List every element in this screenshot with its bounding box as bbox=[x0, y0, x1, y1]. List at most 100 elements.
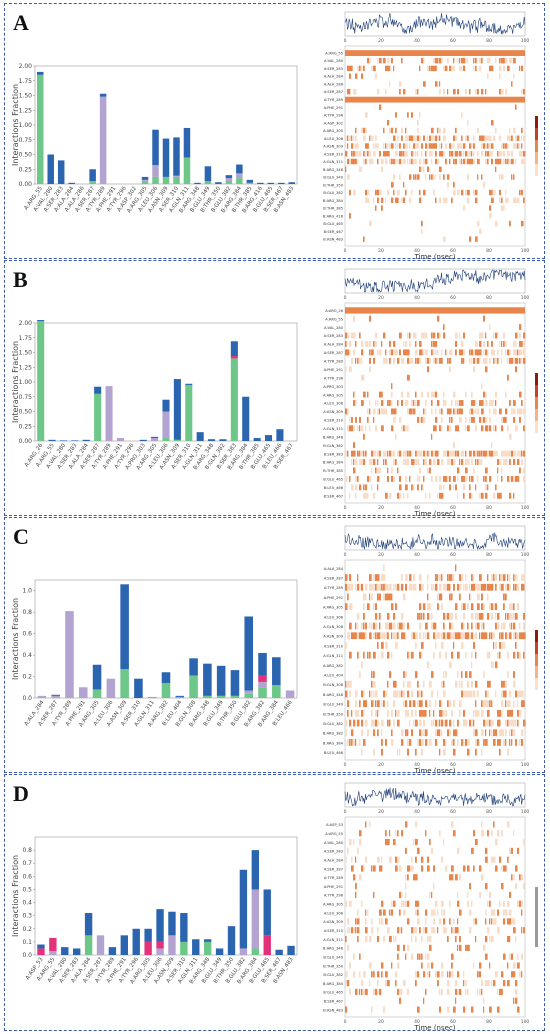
heatmap-cell bbox=[441, 574, 443, 581]
heatmap-cell bbox=[437, 690, 439, 698]
heatmap-cell bbox=[383, 357, 386, 364]
heatmap-cell bbox=[351, 927, 354, 934]
heatmap-cell bbox=[443, 65, 445, 72]
bar bbox=[216, 665, 226, 696]
heatmap-cell bbox=[429, 838, 431, 846]
heatmap-cell bbox=[385, 408, 388, 415]
heatmap-cell bbox=[477, 709, 480, 717]
y-tick-label: 0.3 bbox=[22, 913, 32, 920]
heatmap-cell bbox=[379, 57, 382, 64]
bar bbox=[105, 386, 113, 441]
heatmap-cell bbox=[429, 135, 432, 141]
heatmap-cell bbox=[451, 709, 453, 717]
heatmap-cell bbox=[403, 909, 406, 916]
heatmap-cell bbox=[399, 450, 402, 457]
bar bbox=[239, 948, 248, 955]
heatmap-cell bbox=[479, 962, 482, 969]
heatmap-cell bbox=[489, 900, 491, 907]
heatmap-cell bbox=[407, 135, 410, 141]
heatmap-cell bbox=[345, 680, 347, 688]
heatmap-cell bbox=[423, 709, 426, 717]
heatmap-cell bbox=[455, 400, 457, 406]
heatmap-cell bbox=[499, 189, 502, 196]
heatmap-cell bbox=[469, 357, 471, 364]
heatmap-cell bbox=[363, 433, 365, 440]
heatmap-cell bbox=[397, 622, 400, 630]
heatmap-cell bbox=[431, 671, 434, 678]
heatmap-cell bbox=[409, 158, 412, 165]
heatmap-cell bbox=[481, 603, 484, 611]
heatmap-cell bbox=[461, 671, 463, 678]
heatmap-cell bbox=[505, 739, 507, 746]
heatmap-cell bbox=[345, 583, 347, 591]
heatmap-cell bbox=[351, 450, 354, 457]
heatmap-cell bbox=[345, 980, 348, 987]
heatmap-cell bbox=[505, 719, 508, 727]
heatmap-cell bbox=[487, 583, 490, 591]
heatmap-cell bbox=[439, 918, 442, 925]
heatmap-cell bbox=[455, 127, 457, 134]
heatmap-cell bbox=[469, 883, 471, 890]
time-tick-label: 100 bbox=[521, 505, 530, 511]
heatmap-cell bbox=[511, 729, 513, 737]
bar bbox=[37, 320, 45, 322]
time-axis-label: Time (nsec) bbox=[413, 253, 455, 261]
heatmap-cell bbox=[383, 151, 386, 157]
heatmap-cell bbox=[489, 408, 491, 415]
heatmap-cell bbox=[521, 189, 524, 196]
heatmap-cell bbox=[455, 408, 458, 415]
heatmap-cell bbox=[433, 719, 435, 727]
heatmap-cell bbox=[491, 830, 493, 837]
heatmap-cell bbox=[349, 65, 352, 72]
heatmap-cell bbox=[477, 603, 480, 611]
heatmap-cell bbox=[499, 459, 502, 465]
heatmap-cell bbox=[383, 632, 386, 640]
heatmap-cell bbox=[421, 583, 424, 591]
heatmap-cell bbox=[485, 918, 487, 925]
heatmap-cell bbox=[409, 357, 412, 364]
heatmap-cell bbox=[361, 341, 364, 347]
heatmap-cell bbox=[463, 622, 465, 630]
heatmap-row-label: A:GLN_311 bbox=[323, 427, 343, 431]
heatmap-cell bbox=[465, 88, 467, 95]
heatmap-cell bbox=[497, 988, 499, 996]
heatmap-cell bbox=[485, 349, 488, 356]
heatmap-cell bbox=[463, 450, 465, 457]
heatmap-cell bbox=[407, 450, 409, 457]
heatmap-cell bbox=[429, 467, 431, 474]
heatmap-cell bbox=[423, 997, 425, 1004]
heatmap-cell bbox=[441, 680, 444, 688]
heatmap-cell bbox=[453, 748, 456, 756]
heatmap-cell bbox=[361, 622, 363, 630]
heatmap-cell bbox=[347, 944, 350, 951]
bar bbox=[251, 948, 260, 955]
heatmap-cell bbox=[431, 690, 434, 698]
heatmap-cell bbox=[485, 847, 488, 854]
heatmap-cell bbox=[501, 197, 503, 204]
heatmap-row-label: A:VAL_280 bbox=[324, 59, 344, 63]
heatmap-row-label: A:LEU_404 bbox=[324, 673, 344, 677]
heatmap-cell bbox=[453, 632, 456, 640]
heatmap-cell bbox=[505, 690, 507, 698]
heatmap-cell bbox=[391, 143, 394, 149]
heatmap-cell bbox=[377, 408, 380, 415]
heatmap-cell bbox=[495, 622, 497, 630]
heatmap-cell bbox=[391, 632, 393, 640]
heatmap-cell bbox=[489, 680, 491, 688]
heatmap-cell bbox=[349, 927, 351, 934]
heatmap-cell bbox=[421, 391, 424, 398]
heatmap-cell bbox=[463, 57, 466, 64]
heatmap-cell bbox=[385, 158, 388, 165]
heatmap-cell bbox=[493, 856, 496, 863]
heatmap-cell bbox=[459, 944, 462, 951]
heatmap-cell bbox=[431, 408, 433, 415]
heatmap-cell bbox=[411, 357, 414, 364]
heatmap-cell bbox=[483, 416, 486, 423]
heatmap-cell bbox=[507, 475, 510, 482]
heatmap-cell bbox=[367, 492, 369, 499]
heatmap-cell bbox=[439, 408, 441, 415]
heatmap-cell bbox=[367, 143, 369, 149]
heatmap-row-label: A:ARG_305 bbox=[323, 129, 343, 133]
heatmap-cell bbox=[499, 135, 501, 141]
heatmap-cell bbox=[363, 151, 365, 157]
